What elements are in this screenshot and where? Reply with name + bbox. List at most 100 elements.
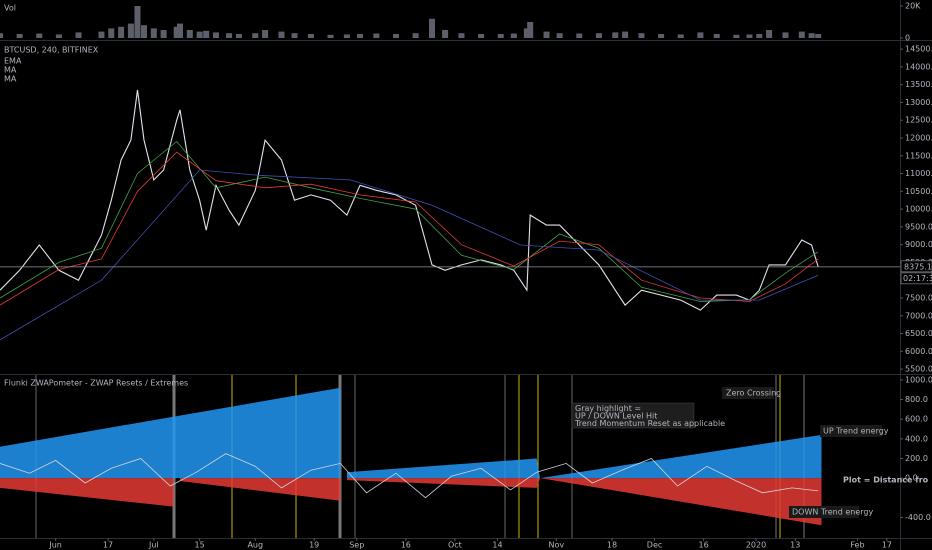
volume-bar — [478, 34, 485, 38]
volume-bar — [196, 31, 203, 38]
volume-bar — [134, 6, 141, 38]
volume-bar — [523, 28, 530, 38]
volume-bar — [527, 22, 534, 38]
volume-bar — [36, 33, 43, 38]
volume-bar — [291, 33, 298, 38]
trend-energy-area — [0, 387, 822, 479]
annotation: UP Trend energy — [823, 427, 889, 436]
volume-bar — [373, 33, 380, 38]
moving-average — [0, 169, 819, 341]
volume-bar — [733, 34, 740, 38]
annotation-box — [571, 402, 695, 429]
oscillator-line — [0, 453, 819, 499]
y-tick-label: 10500.0 — [905, 187, 932, 196]
y-tick-label: 1000.0 — [905, 375, 932, 384]
volume-bar — [510, 33, 517, 38]
y-tick-label: 200.0 — [905, 454, 928, 463]
x-tick-label: Jul — [148, 541, 159, 550]
annotation: Zero Crossing — [726, 389, 781, 398]
annotation: DOWN Trend energy — [792, 508, 873, 517]
volume-bar — [658, 34, 665, 38]
x-tick-label: 14 — [492, 541, 502, 550]
countdown-label: 02:17:34 — [903, 274, 932, 283]
x-tick-label: 16 — [401, 541, 411, 550]
y-tick-label: 6500.0 — [905, 329, 932, 338]
moving-average — [0, 151, 819, 306]
volume-bar — [327, 34, 334, 38]
volume-bar — [118, 26, 125, 38]
volume-bar — [815, 34, 822, 38]
y-tick-label: 7500.0 — [905, 293, 932, 302]
x-tick-label: 17 — [882, 541, 892, 550]
volume-bar — [108, 28, 115, 38]
y-tick-label: -400.0 — [905, 513, 931, 522]
volume-bar — [756, 34, 763, 38]
y-tick-label: 0 — [905, 34, 910, 43]
x-tick-label: 19 — [309, 541, 319, 550]
volume-bar — [393, 34, 399, 38]
x-tick-label: Sep — [349, 541, 364, 550]
volume-bar — [766, 30, 773, 38]
volume-bar — [697, 32, 704, 38]
volume-bar — [458, 33, 465, 38]
trend-energy-area — [0, 478, 822, 526]
annotation: Trend Momentum Reset as applicable — [574, 419, 725, 428]
x-tick-label: 16 — [699, 541, 709, 550]
y-tick-label: 800.0 — [905, 395, 928, 404]
x-tick-label: Feb — [850, 541, 864, 550]
last-price-box — [900, 260, 932, 273]
y-tick-label: 9000.0 — [905, 240, 932, 249]
y-tick-label: 12500.0 — [905, 116, 932, 125]
volume-bar — [0, 33, 3, 38]
volume-bar — [186, 30, 193, 38]
volume-bar — [782, 32, 789, 38]
volume-bar — [442, 30, 449, 38]
annotation: UP / DOWN Level Hit — [575, 412, 657, 421]
volume-bar — [677, 34, 684, 38]
volume-bar — [75, 32, 82, 38]
volume-bar — [262, 30, 269, 38]
volume-bar — [307, 34, 314, 38]
x-tick-label: Oct — [448, 541, 462, 550]
volume-bar — [343, 34, 350, 38]
volume-bar — [556, 33, 563, 38]
volume-bar — [746, 34, 753, 38]
volume-bar — [497, 34, 504, 38]
annotation-box — [789, 506, 859, 518]
volume-bar — [612, 32, 619, 38]
volume-bar — [412, 33, 419, 38]
volume-bar — [98, 31, 105, 38]
x-tick-label: 13 — [790, 541, 800, 550]
last-price-label: 8375.1 — [904, 262, 932, 271]
volume-bar — [429, 18, 435, 38]
y-tick-label: 5500.0 — [905, 365, 932, 374]
volume-bar — [357, 34, 363, 38]
pane-title: BTCUSD, 240, BITFINEX — [4, 46, 99, 55]
volume-bar — [543, 31, 550, 38]
y-tick-label: 14500.0 — [905, 45, 932, 54]
y-tick-label: 13500.0 — [905, 80, 932, 89]
x-tick-label: 15 — [195, 541, 205, 550]
countdown-box — [900, 272, 932, 285]
y-tick-label: 13000.0 — [905, 98, 932, 107]
x-tick-label: 17 — [103, 541, 113, 550]
volume-bar — [127, 23, 134, 38]
volume-bar — [638, 33, 645, 38]
volume-bar — [576, 33, 583, 38]
volume-bar — [55, 34, 62, 38]
volume-bar — [213, 32, 219, 38]
y-tick-label: 9500.0 — [905, 222, 932, 231]
x-tick-label: Jun — [48, 541, 62, 550]
x-tick-label: Nov — [549, 541, 565, 550]
x-tick-label: Dec — [647, 541, 662, 550]
legend-entry: EMA — [4, 57, 22, 66]
y-tick-label: 10000.0 — [905, 205, 932, 214]
volume-bar — [252, 33, 259, 38]
volume-bar — [173, 26, 180, 38]
y-tick-label: 0.0 — [905, 474, 918, 483]
volume-bar — [595, 33, 602, 38]
volume-bar — [226, 33, 233, 38]
y-tick-label: 14000.0 — [905, 62, 932, 71]
legend-entry: MA — [4, 66, 17, 75]
volume-bar — [160, 30, 167, 38]
